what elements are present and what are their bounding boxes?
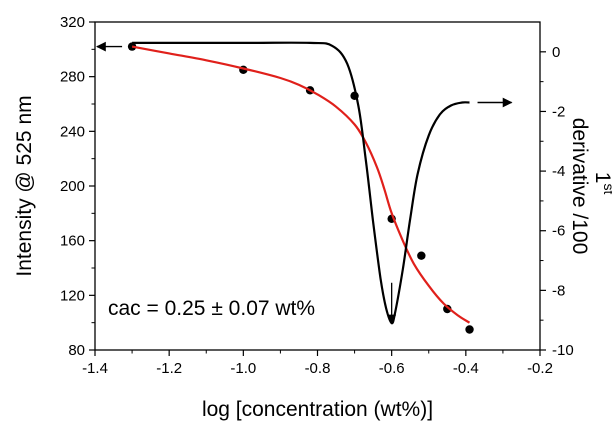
y-right-tick-label: -4 (552, 163, 565, 180)
tick-labels: -1.4 -1.2 -1.0 -0.8 -0.6 -0.4 -0.2 80 120 160 200 2… (60, 14, 574, 377)
y-left-tick-label: 280 (60, 69, 85, 86)
cac-annotation: cac = 0.25 ± 0.07 wt% (108, 297, 315, 320)
y-left-tick-label: 80 (68, 342, 85, 359)
plot-area (96, 41, 513, 334)
x-tick-label: -1.4 (82, 360, 108, 377)
y-right-tick-label: -2 (552, 103, 565, 120)
x-tick-label: -0.4 (453, 360, 479, 377)
x-tick-label: -0.8 (305, 360, 331, 377)
y-axis-right-title-line2: derivative /100 (568, 118, 591, 255)
data-point (443, 304, 452, 314)
x-tick-label: -0.2 (527, 360, 553, 377)
x-tick-label: -0.6 (379, 360, 405, 377)
y-right-tick-label: -10 (552, 342, 574, 359)
y-axis-left-title: Intensity @ 525 nm (13, 95, 36, 276)
y-left-tick-label: 240 (60, 123, 85, 140)
y-left-tick-label: 320 (60, 14, 85, 31)
y-left-tick-label: 160 (60, 233, 85, 250)
data-point (417, 251, 426, 260)
data-point (465, 325, 474, 334)
y-axis-right-title-line1: 1 (591, 172, 612, 184)
y-right-tick-label: 0 (552, 44, 560, 61)
data-point (127, 42, 137, 51)
y-right-tick-label: -8 (552, 282, 565, 299)
y-axis-right-title: 1st derivative /100 (568, 118, 612, 255)
y-left-tick-label: 200 (60, 178, 85, 195)
y-right-tick-label: -6 (552, 223, 565, 240)
y-left-tick-label: 120 (60, 287, 85, 304)
x-axis-title: log [concentration (wt%)] (202, 398, 433, 421)
derivative-curve (132, 41, 470, 325)
fit-curve (131, 45, 471, 324)
axes (89, 21, 546, 356)
y-axis-right-title-superscript: st (601, 183, 612, 194)
x-tick-label: -1.2 (156, 360, 182, 377)
x-tick-label: -1.0 (230, 360, 256, 377)
